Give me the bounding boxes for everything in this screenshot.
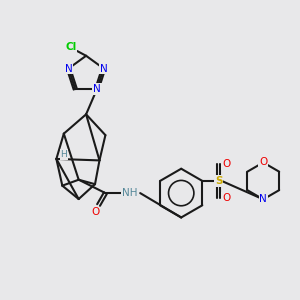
Text: N: N <box>260 194 267 204</box>
Text: O: O <box>222 193 230 203</box>
Text: O: O <box>222 159 230 169</box>
Text: O: O <box>259 158 267 167</box>
Text: NH: NH <box>122 188 137 198</box>
Text: N: N <box>93 84 101 94</box>
Text: Cl: Cl <box>65 43 76 52</box>
Text: S: S <box>215 176 222 186</box>
Text: O: O <box>91 207 99 218</box>
Text: N: N <box>100 64 107 74</box>
Text: H: H <box>60 150 67 159</box>
Text: N: N <box>65 64 72 74</box>
